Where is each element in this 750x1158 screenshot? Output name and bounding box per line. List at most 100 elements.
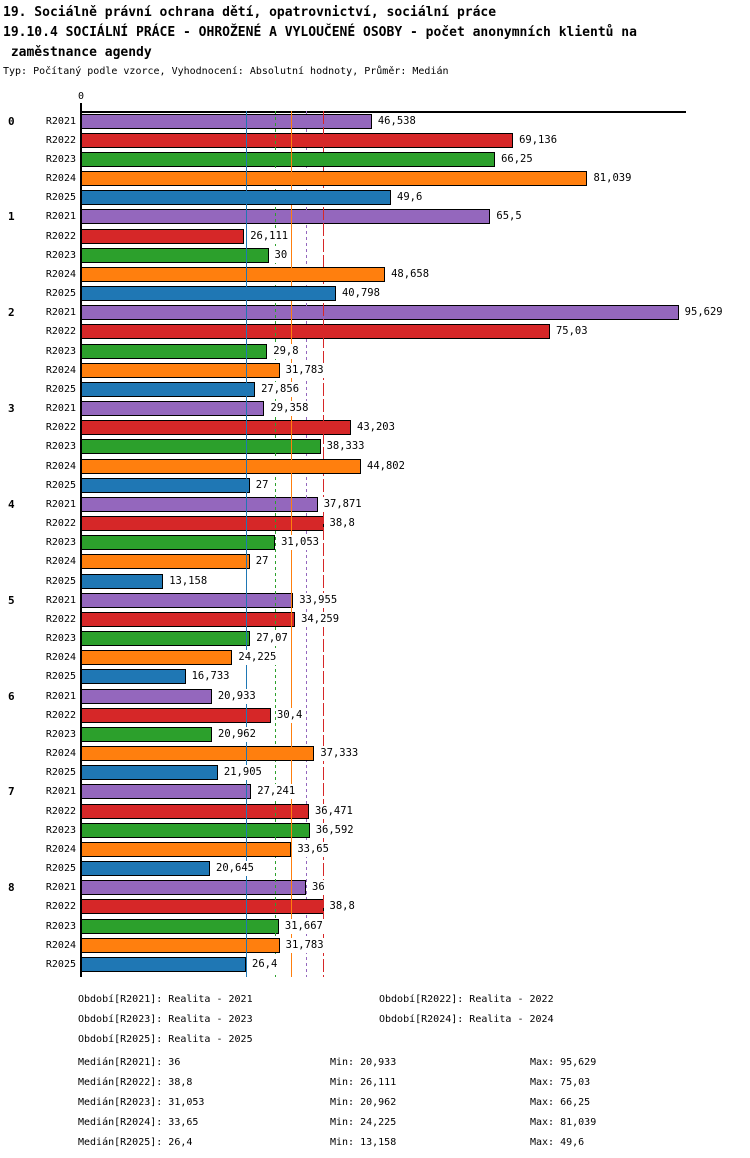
bar-row-label-R2023-g2: R2023: [45, 345, 76, 357]
bar-value-R2022-g7: 36,471: [313, 803, 354, 819]
bar-R2025-g5: [81, 669, 186, 685]
x-axis-line: [81, 111, 686, 113]
bar-value-R2022-g5: 34,259: [300, 611, 341, 627]
bar-row-label-R2023-g1: R2023: [45, 249, 76, 261]
report-title-line3: zaměstnance agendy: [3, 45, 152, 60]
group-label-3: 3: [8, 402, 15, 416]
bar-R2023-g8: [81, 918, 279, 934]
bar-value-R2024-g3: 44,802: [366, 458, 406, 474]
bar-R2021-g8: [81, 880, 306, 896]
bar-value-R2023-g3: 38,333: [325, 439, 366, 455]
bar-R2024-g7: [81, 841, 292, 857]
bar-value-R2021-g6: 20,933: [216, 688, 257, 704]
bar-value-R2022-g1: 26,111: [249, 228, 290, 244]
bar-row-label-R2022-g8: R2022: [45, 901, 76, 913]
bar-R2021-g1: [81, 209, 491, 225]
bar-R2022-g5: [81, 611, 296, 627]
stat-min-R2021: Min: 20,933: [330, 1057, 397, 1068]
bar-R2021-g3: [81, 401, 265, 417]
bar-R2022-g4: [81, 516, 324, 532]
bar-row-label-R2022-g4: R2022: [45, 518, 76, 530]
bar-row-label-R2024-g3: R2024: [45, 460, 76, 472]
bar-R2022-g8: [81, 899, 324, 915]
bar-value-R2022-g4: 38,8: [328, 516, 356, 532]
bar-value-R2024-g8: 31,783: [284, 937, 325, 953]
bar-value-R2025-g7: 20,645: [215, 861, 255, 877]
bar-row-label-R2021-g6: R2021: [45, 690, 76, 702]
bar-R2025-g1: [81, 286, 336, 302]
bar-value-R2023-g6: 20,962: [217, 726, 257, 742]
bar-value-R2021-g2: 95,629: [683, 305, 724, 321]
bar-R2024-g1: [81, 266, 386, 282]
bar-value-R2022-g3: 43,203: [356, 420, 396, 436]
bar-row-label-R2023-g7: R2023: [45, 824, 76, 836]
bar-row-label-R2025-g2: R2025: [45, 383, 76, 395]
bar-R2025-g6: [81, 765, 218, 781]
legend-item-R2022: Období[R2022]: Realita - 2022: [379, 994, 554, 1005]
bar-R2023-g7: [81, 822, 310, 838]
bar-R2024-g8: [81, 937, 280, 953]
stat-median-R2023: Medián[R2023]: 31,053: [78, 1097, 205, 1108]
bar-value-R2021-g3: 29,358: [269, 401, 310, 417]
bar-R2024-g4: [81, 554, 250, 570]
median-line-R2023: [274, 111, 276, 977]
bar-row-label-R2024-g8: R2024: [45, 939, 76, 951]
bar-value-R2022-g8: 38,8: [328, 899, 356, 915]
bar-row-label-R2024-g2: R2024: [45, 364, 76, 376]
bar-R2022-g6: [81, 707, 271, 723]
stat-median-R2021: Medián[R2021]: 36: [78, 1057, 181, 1068]
bar-value-R2025-g2: 27,856: [260, 381, 301, 397]
bar-row-label-R2022-g1: R2022: [45, 230, 76, 242]
bar-R2023-g2: [81, 343, 268, 359]
bar-row-label-R2025-g7: R2025: [45, 863, 76, 875]
bar-row-label-R2024-g7: R2024: [45, 843, 76, 855]
bar-row-label-R2022-g3: R2022: [45, 422, 76, 434]
bar-value-R2023-g2: 29,8: [272, 343, 300, 359]
bar-row-label-R2024-g4: R2024: [45, 556, 76, 568]
stat-max-R2021: Max: 95,629: [530, 1057, 597, 1068]
bar-value-R2021-g1: 65,5: [495, 209, 523, 225]
bar-row-label-R2022-g0: R2022: [45, 134, 76, 146]
bar-R2022-g7: [81, 803, 309, 819]
legend-item-R2025: Období[R2025]: Realita - 2025: [78, 1034, 253, 1045]
stat-max-R2022: Max: 75,03: [530, 1077, 591, 1088]
group-label-7: 7: [8, 785, 15, 799]
bar-value-R2023-g4: 31,053: [280, 535, 321, 551]
bar-R2025-g3: [81, 477, 250, 493]
bar-value-R2024-g1: 48,658: [390, 266, 431, 282]
bar-value-R2022-g6: 30,4: [276, 707, 304, 723]
bar-value-R2023-g8: 31,667: [283, 918, 324, 934]
bar-R2021-g0: [81, 113, 372, 129]
bar-value-R2021-g5: 33,955: [298, 592, 339, 608]
bar-row-label-R2023-g4: R2023: [45, 537, 76, 549]
stat-min-R2025: Min: 13,158: [330, 1137, 397, 1148]
bar-value-R2024-g6: 37,333: [319, 746, 360, 762]
bar-row-label-R2021-g8: R2021: [45, 882, 76, 894]
bar-row-label-R2025-g1: R2025: [45, 288, 76, 300]
bar-row-label-R2025-g6: R2025: [45, 767, 76, 779]
bar-row-label-R2025-g3: R2025: [45, 479, 76, 491]
bar-R2021-g6: [81, 688, 212, 704]
stat-max-R2025: Max: 49,6: [530, 1137, 585, 1148]
bar-value-R2024-g0: 81,039: [592, 171, 633, 186]
bar-R2024-g5: [81, 650, 233, 666]
bar-row-label-R2024-g1: R2024: [45, 268, 76, 280]
legend-item-R2024: Období[R2024]: Realita - 2024: [379, 1014, 554, 1025]
bar-R2024-g2: [81, 362, 280, 378]
bar-value-R2025-g3: 27: [254, 477, 270, 493]
bar-value-R2024-g7: 33,65: [296, 841, 330, 857]
bar-R2022-g0: [81, 132, 514, 148]
stat-median-R2025: Medián[R2025]: 26,4: [78, 1137, 193, 1148]
stat-median-R2022: Medián[R2022]: 38,8: [78, 1077, 193, 1088]
bar-R2021-g2: [81, 305, 679, 321]
bar-R2025-g0: [81, 190, 391, 206]
stat-min-R2023: Min: 20,962: [330, 1097, 397, 1108]
bar-row-label-R2021-g1: R2021: [45, 211, 76, 223]
stat-min-R2022: Min: 26,111: [330, 1077, 397, 1088]
bar-R2021-g5: [81, 592, 294, 608]
bar-row-label-R2023-g5: R2023: [45, 633, 76, 645]
bar-row-label-R2023-g3: R2023: [45, 441, 76, 453]
bar-R2023-g6: [81, 726, 212, 742]
bar-value-R2022-g2: 75,03: [554, 324, 589, 340]
